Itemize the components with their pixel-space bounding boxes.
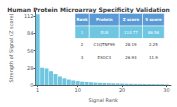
svg-text:2.25: 2.25: [149, 42, 158, 47]
svg-text:114.77: 114.77: [124, 30, 138, 35]
svg-text:Protein: Protein: [96, 17, 113, 22]
svg-text:56: 56: [27, 48, 33, 54]
svg-text:Signal Rank: Signal Rank: [88, 97, 118, 104]
svg-text:11.9: 11.9: [149, 55, 158, 60]
svg-text:28.19: 28.19: [125, 42, 137, 47]
svg-text:28: 28: [27, 65, 33, 71]
svg-text:84: 84: [27, 30, 33, 36]
svg-text:Z score: Z score: [123, 17, 140, 22]
svg-text:20: 20: [119, 87, 125, 93]
svg-text:86.58: 86.58: [148, 30, 160, 35]
svg-text:Strength of Signal (Z score): Strength of Signal (Z score): [8, 14, 15, 83]
svg-text:30: 30: [163, 87, 169, 93]
svg-text:2: 2: [81, 42, 84, 47]
svg-text:Human Protein Microarray Speci: Human Protein Microarray Specificity Val…: [7, 6, 170, 14]
svg-text:EXOC3: EXOC3: [98, 55, 112, 60]
svg-text:C1QTNF99: C1QTNF99: [94, 42, 116, 47]
svg-text:1: 1: [81, 30, 84, 35]
svg-text:26.93: 26.93: [125, 55, 137, 60]
svg-text:10: 10: [74, 87, 80, 93]
svg-text:0: 0: [30, 82, 33, 88]
svg-text:Rank: Rank: [76, 17, 88, 22]
svg-text:112: 112: [24, 13, 34, 19]
svg-text:S score: S score: [145, 17, 162, 22]
svg-text:3: 3: [81, 55, 84, 60]
svg-text:1: 1: [36, 87, 39, 93]
svg-text:ELN: ELN: [100, 30, 108, 35]
